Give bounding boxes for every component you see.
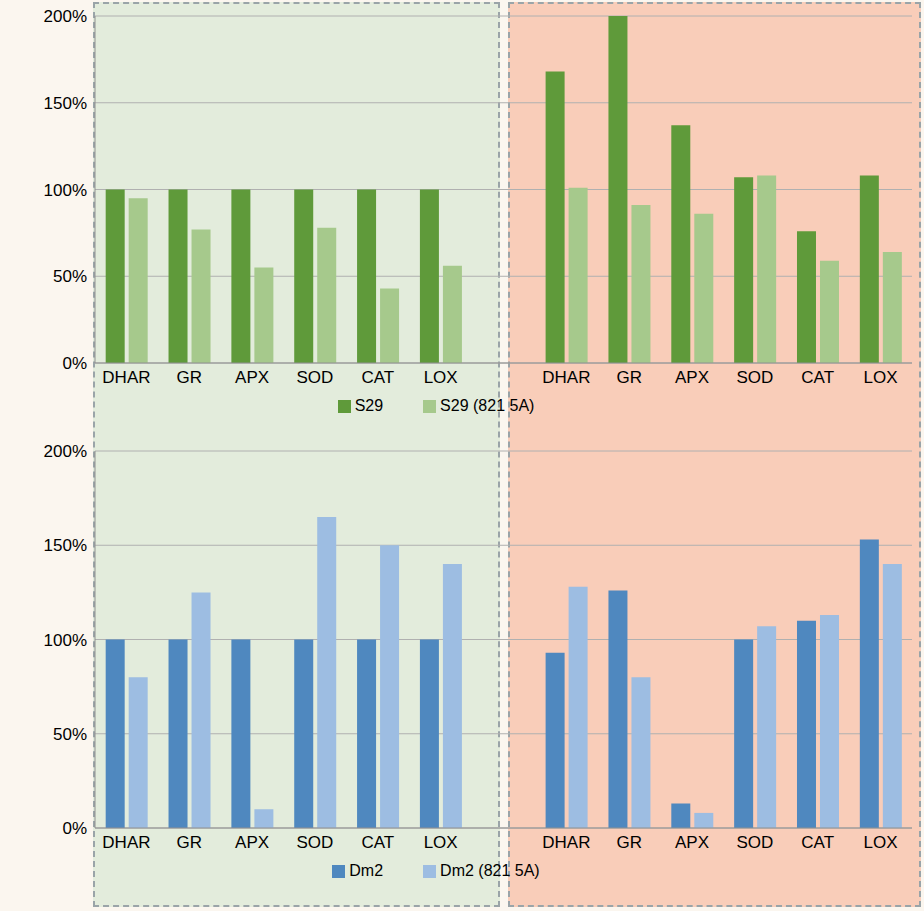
svg-text:GR: GR bbox=[177, 368, 203, 387]
svg-text:SOD: SOD bbox=[297, 368, 334, 387]
html-text:S29 (821 5A): S29 (821 5A) bbox=[440, 397, 535, 414]
svg-text:150%: 150% bbox=[44, 536, 87, 555]
svg-text:LOX: LOX bbox=[864, 368, 898, 387]
svg-text:APX: APX bbox=[235, 833, 269, 852]
svg-text:100%: 100% bbox=[44, 631, 87, 650]
svg-text:50%: 50% bbox=[53, 725, 87, 744]
svg-text:0%: 0% bbox=[62, 819, 87, 838]
svg-text:LOX: LOX bbox=[424, 833, 458, 852]
svg-text:APX: APX bbox=[675, 833, 709, 852]
svg-text:150%: 150% bbox=[44, 94, 87, 113]
svg-text:100%: 100% bbox=[44, 181, 87, 200]
svg-text:DHAR: DHAR bbox=[102, 833, 150, 852]
svg-text:LOX: LOX bbox=[864, 833, 898, 852]
svg-text:DHAR: DHAR bbox=[542, 368, 590, 387]
svg-text:LOX: LOX bbox=[424, 368, 458, 387]
svg-text:50%: 50% bbox=[53, 267, 87, 286]
html-text:S29: S29 bbox=[354, 397, 384, 414]
svg-text:APX: APX bbox=[235, 368, 269, 387]
svg-text:CAT: CAT bbox=[361, 833, 394, 852]
svg-text:DHAR: DHAR bbox=[542, 833, 590, 852]
svg-text:CAT: CAT bbox=[801, 368, 834, 387]
html-text:Dm2 (821 5A): Dm2 (821 5A) bbox=[440, 862, 540, 879]
svg-text:200%: 200% bbox=[44, 7, 87, 26]
svg-text:GR: GR bbox=[616, 833, 642, 852]
svg-text:0%: 0% bbox=[62, 354, 87, 373]
svg-text:APX: APX bbox=[675, 368, 709, 387]
svg-text:CAT: CAT bbox=[801, 833, 834, 852]
svg-text:200%: 200% bbox=[44, 442, 87, 461]
svg-text:CAT: CAT bbox=[361, 368, 394, 387]
svg-text:DHAR: DHAR bbox=[102, 368, 150, 387]
svg-text:GR: GR bbox=[616, 368, 642, 387]
svg-text:GR: GR bbox=[177, 833, 203, 852]
svg-text:SOD: SOD bbox=[736, 833, 773, 852]
html-text:Dm2: Dm2 bbox=[349, 862, 384, 879]
svg-text:SOD: SOD bbox=[736, 368, 773, 387]
svg-text:SOD: SOD bbox=[297, 833, 334, 852]
